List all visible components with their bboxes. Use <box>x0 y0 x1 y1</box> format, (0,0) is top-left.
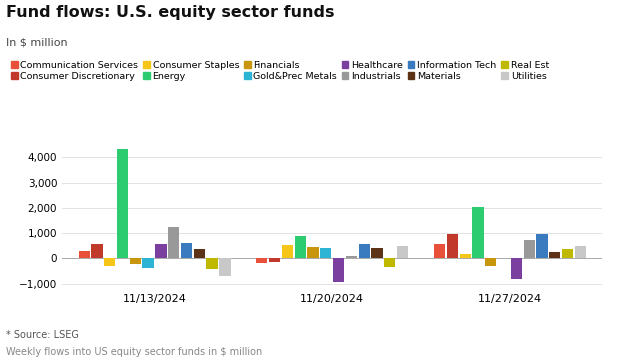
Text: Fund flows: U.S. equity sector funds: Fund flows: U.S. equity sector funds <box>6 5 335 21</box>
Bar <box>142 258 154 268</box>
Bar <box>549 252 560 258</box>
Bar <box>434 244 445 258</box>
Bar <box>574 246 586 258</box>
Bar <box>460 254 471 258</box>
Bar <box>358 244 370 258</box>
Bar <box>397 245 408 258</box>
Bar <box>562 249 573 258</box>
Bar <box>446 234 458 258</box>
Bar <box>91 244 102 258</box>
Legend: Communication Services, Consumer Discretionary, Consumer Staples, Energy, Financ: Communication Services, Consumer Discret… <box>11 61 549 81</box>
Bar <box>485 258 496 266</box>
Bar <box>320 248 332 258</box>
Text: In $ million: In $ million <box>6 38 68 48</box>
Text: * Source: LSEG: * Source: LSEG <box>6 330 79 340</box>
Bar <box>206 258 218 269</box>
Bar <box>524 240 535 258</box>
Bar <box>104 258 116 266</box>
Bar <box>510 258 522 279</box>
Bar <box>269 258 280 261</box>
Bar <box>117 149 128 258</box>
Bar <box>473 206 484 258</box>
Bar <box>194 249 205 258</box>
Bar <box>384 258 396 267</box>
Text: Weekly flows into US equity sector funds in $ million: Weekly flows into US equity sector funds… <box>6 347 263 357</box>
Bar <box>78 251 90 258</box>
Bar <box>537 235 548 258</box>
Bar <box>346 256 357 258</box>
Bar <box>219 258 230 276</box>
Bar <box>282 245 293 258</box>
Bar <box>155 244 166 258</box>
Bar <box>168 227 179 258</box>
Bar <box>256 258 268 262</box>
Bar <box>181 243 192 258</box>
Bar <box>307 247 319 258</box>
Bar <box>294 236 306 258</box>
Bar <box>130 258 141 264</box>
Bar <box>333 258 344 282</box>
Bar <box>371 248 383 258</box>
